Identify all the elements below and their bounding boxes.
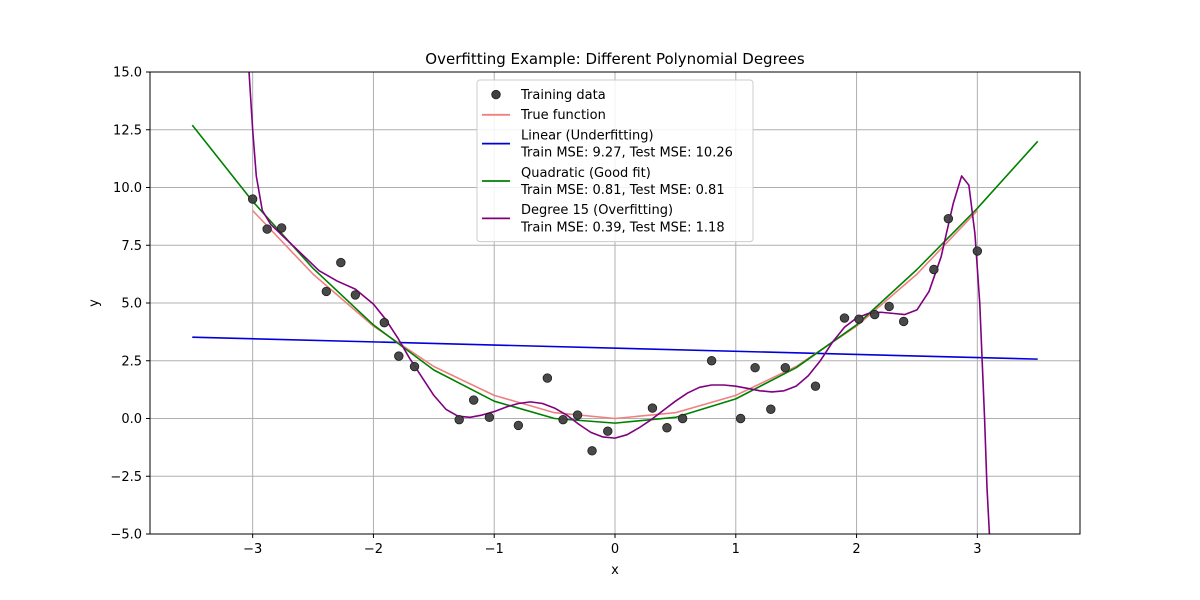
training-data-point	[336, 257, 346, 268]
x-axis: −3 −2 −1 0 1 2 3	[243, 534, 981, 557]
training-data-point	[780, 362, 790, 373]
legend-label-training: Training data	[520, 88, 606, 103]
true-function-line	[252, 210, 978, 420]
legend-marker-training	[491, 89, 501, 100]
x-tick-label: −1	[485, 542, 504, 557]
training-data-point	[839, 313, 850, 323]
training-data-point	[542, 373, 553, 383]
training-data-point	[929, 264, 939, 275]
chart-title: Overfitting Example: Different Polynomia…	[425, 50, 805, 68]
y-tick-label: 7.5	[121, 239, 142, 254]
training-data-point	[854, 314, 864, 324]
x-tick-label: −3	[243, 542, 262, 557]
linear-fit-line	[192, 336, 1038, 360]
training-data-point	[484, 412, 495, 423]
training-data-point	[587, 446, 597, 456]
training-data-point	[972, 246, 983, 256]
training-data-point	[677, 413, 688, 424]
training-data-point	[943, 213, 954, 224]
y-tick-label: 12.5	[113, 123, 142, 138]
quadratic-fit-line	[191, 124, 1039, 424]
x-tick-label: 1	[732, 542, 740, 557]
legend-label-linear: Linear (Underfitting)	[521, 128, 654, 143]
y-tick-label: 5.0	[121, 297, 142, 312]
degree15-fit-line	[248, 72, 991, 534]
training-data-point	[468, 395, 479, 405]
training-data-point	[766, 404, 776, 414]
training-data-point	[662, 423, 672, 433]
legend-box	[476, 79, 754, 243]
training-data-point	[276, 223, 287, 233]
training-data-point	[869, 309, 880, 320]
training-data-point	[810, 381, 821, 391]
legend-label-true: True function	[520, 108, 606, 123]
y-axis-label: y	[87, 299, 102, 307]
training-data-point	[262, 224, 272, 234]
training-data-point	[379, 317, 390, 328]
x-tick-label: 2	[852, 542, 860, 557]
x-tick-label: −2	[364, 542, 383, 557]
legend-label-quadratic: Quadratic (Good fit)	[521, 166, 651, 181]
y-tick-label: 2.5	[121, 354, 142, 369]
training-data-point	[750, 362, 760, 373]
x-axis-label: x	[611, 563, 619, 578]
training-data-point	[247, 194, 258, 204]
y-tick-label: 0.0	[121, 412, 142, 427]
training-data-point	[394, 351, 404, 361]
training-data-point	[513, 420, 524, 431]
training-data-point	[321, 286, 332, 297]
training-data-point	[735, 413, 746, 424]
x-tick-label: 0	[611, 542, 619, 557]
legend-label-quadratic: Train MSE: 0.81, Test MSE: 0.81	[520, 183, 725, 198]
y-tick-label: −2.5	[110, 470, 142, 485]
legend: Training data True function Linear (Underf…	[476, 79, 754, 243]
y-axis: −5.0 −2.5 0.0 2.5 5.0 7.5 10.0 12.5 15.0	[110, 66, 150, 543]
plot-area	[191, 72, 1039, 534]
training-data-point	[647, 403, 658, 413]
legend-label-linear: Train MSE: 9.27, Test MSE: 10.26	[520, 146, 733, 161]
training-data-point	[572, 410, 583, 420]
legend-label-degree15: Train MSE: 0.39, Test MSE: 1.18	[520, 220, 725, 235]
y-tick-label: 10.0	[113, 181, 142, 196]
training-data-point	[603, 426, 613, 436]
training-data-point	[706, 356, 717, 366]
training-data-point	[898, 316, 909, 327]
training-data-point	[409, 361, 420, 372]
x-tick-label: 3	[973, 542, 981, 557]
y-tick-label: −5.0	[110, 528, 142, 543]
legend-label-degree15: Degree 15 (Overfitting)	[521, 203, 673, 218]
training-data-point	[454, 414, 464, 425]
y-tick-label: 15.0	[113, 66, 142, 81]
training-data-point	[558, 414, 568, 425]
training-data-point	[350, 290, 361, 300]
training-data-point	[884, 301, 894, 312]
